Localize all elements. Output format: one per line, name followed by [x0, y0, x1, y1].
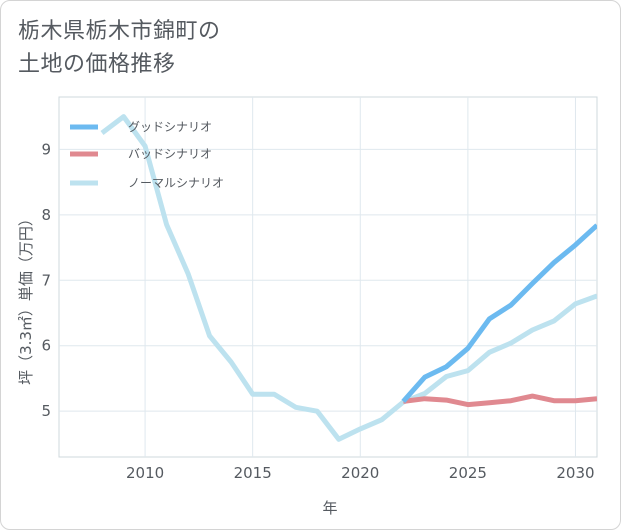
- chart-title-line-1: 栃木県栃木市錦町の: [18, 19, 221, 44]
- legend-label-1: バッドシナリオ: [128, 147, 212, 161]
- y-axis-label: 坪（3.3㎡）単価（万円）: [17, 211, 35, 385]
- y-tick-label-5: 5: [41, 402, 51, 420]
- x-tick-label-2030: 2030: [556, 464, 594, 482]
- x-tick-label-2020: 2020: [341, 464, 379, 482]
- x-tick-label-2015: 2015: [234, 464, 272, 482]
- x-tick-label-2010: 2010: [126, 464, 164, 482]
- series-line-0: [401, 223, 597, 404]
- y-tick-label-7: 7: [41, 271, 51, 289]
- legend-label-0: グッドシナリオ: [128, 120, 212, 134]
- chart-title-line-2: 土地の価格推移: [18, 52, 176, 77]
- x-tick-label-2025: 2025: [449, 464, 487, 482]
- x-axis-label: 年: [322, 499, 337, 517]
- y-tick-label-6: 6: [41, 337, 51, 355]
- series-line-1: [402, 393, 597, 408]
- y-tick-label-8: 8: [41, 206, 51, 224]
- chart-title: 栃木県栃木市錦町の 土地の価格推移: [18, 15, 221, 81]
- legend-label-2: ノーマルシナリオ: [128, 176, 224, 190]
- y-tick-label-9: 9: [41, 140, 51, 158]
- series-line-2: [100, 114, 597, 442]
